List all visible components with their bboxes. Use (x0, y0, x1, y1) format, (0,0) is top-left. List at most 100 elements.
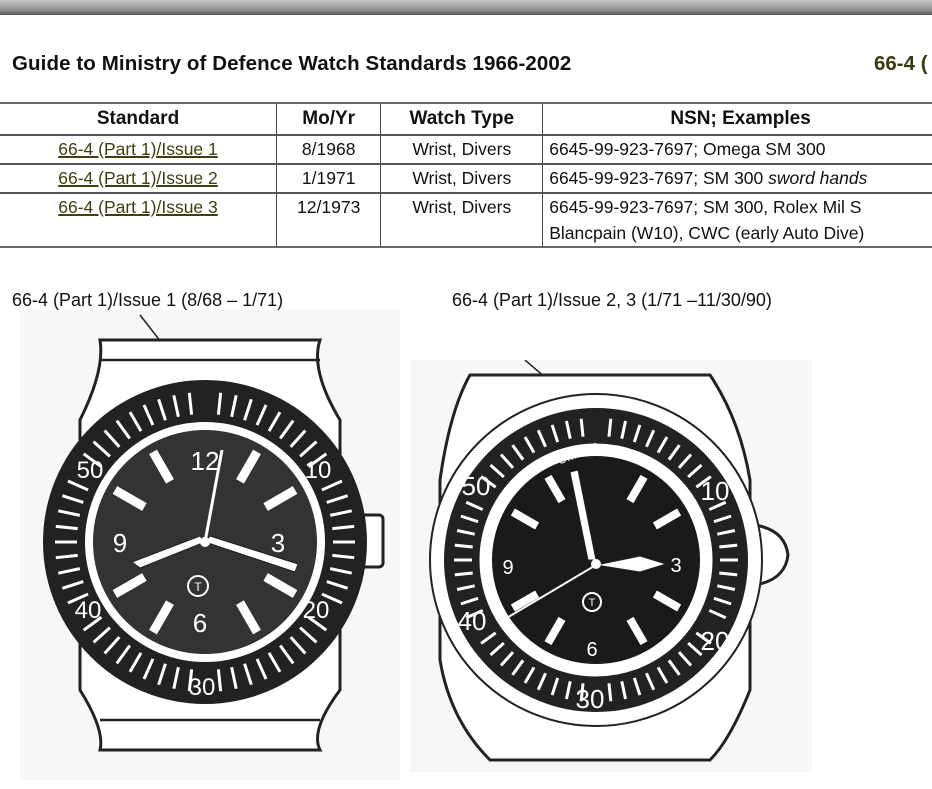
tick-mark (55, 553, 78, 560)
column-header-standard: Standard (96, 108, 180, 129)
tick-mark (103, 429, 121, 448)
tick-mark (454, 571, 473, 577)
tick-mark (279, 419, 295, 440)
tick-mark (103, 636, 121, 655)
dial-numeral-6: 6 (193, 608, 207, 638)
tick-mark (67, 592, 89, 605)
dial-numeral-3: 3 (271, 528, 285, 558)
column-header-nsn: NSN; Examples (542, 103, 932, 135)
table-row: 66-4 (Part 1)/Issue 1 8/1968 Wrist, Dive… (0, 135, 932, 164)
tick-mark (667, 659, 681, 676)
tick-mark (719, 571, 738, 577)
tick-mark (626, 616, 648, 646)
tick-mark (536, 672, 547, 691)
standard-link[interactable]: 66-4 (Part 1)/Issue 1 (58, 139, 218, 159)
tick-mark (499, 453, 515, 469)
tick-mark (695, 475, 712, 489)
nsn-text: 6645-99-923-7697; Omega SM 300 (549, 139, 826, 159)
nsn-text-line2: Blancpain (W10), CWC (early Auto Dive) (549, 223, 865, 243)
tick-mark (112, 486, 147, 511)
bezel-numeral-30: 30 (576, 684, 605, 714)
tick-mark (157, 398, 167, 421)
tick-mark (243, 398, 253, 421)
nsn-cell: 6645-99-923-7697; SM 300, Rolex Mil S Bla… (542, 193, 932, 247)
tick-mark (326, 494, 349, 504)
tick-mark (67, 479, 89, 492)
tick-mark (511, 444, 525, 461)
tick-mark (255, 658, 268, 680)
tick-mark (489, 641, 505, 657)
tick-mark (713, 596, 732, 606)
tick-mark (216, 669, 223, 692)
date-cell: 12/1973 (276, 193, 381, 247)
tick-mark (708, 609, 727, 620)
standards-table: Standard Mo/Yr Watch Type NSN; Examples … (0, 102, 932, 248)
tick-mark (652, 590, 682, 612)
tick-mark (708, 500, 727, 511)
nsn-text: 6645-99-923-7697; SM 300, Rolex Mil S (549, 197, 862, 217)
tick-mark (142, 404, 155, 426)
tick-mark (92, 626, 111, 644)
tick-mark (465, 609, 484, 620)
tick-mark (332, 524, 355, 531)
tick-mark (329, 509, 353, 517)
tick-mark (115, 419, 131, 440)
tick-mark (550, 424, 560, 443)
tick-mark (326, 580, 349, 590)
tick-mark (626, 474, 648, 504)
column-header-date: Mo/Yr (276, 103, 381, 135)
tick-mark (299, 626, 318, 644)
date-cell: 1/1971 (276, 164, 381, 193)
tick-mark (299, 440, 318, 458)
tick-mark (307, 616, 328, 632)
tick-mark (544, 474, 566, 504)
tick-mark (460, 596, 479, 606)
tick-mark (263, 486, 298, 511)
bezel-numeral-10: 10 (305, 457, 332, 484)
tick-mark (128, 652, 143, 673)
standard-link[interactable]: 66-4 (Part 1)/Issue 3 (58, 197, 218, 217)
tick-mark (329, 567, 353, 575)
tick-mark (332, 553, 355, 560)
tick-mark (267, 652, 282, 673)
tick-mark (230, 394, 238, 418)
tick-mark (142, 658, 155, 680)
tick-mark (645, 429, 656, 448)
tick-mark (57, 567, 81, 575)
minute-hand (595, 555, 668, 573)
minute-hand (204, 535, 299, 573)
tick-mark (656, 666, 669, 684)
tick-mark (157, 663, 167, 686)
tick-mark (255, 404, 268, 426)
tick-mark (112, 573, 147, 598)
broad-arrow-t-logo-icon (187, 575, 209, 597)
tick-mark (565, 420, 572, 440)
tick-mark (511, 659, 525, 676)
tick-mark (267, 411, 282, 432)
tick-mark (550, 677, 560, 696)
left-figure-caption: 66-4 (Part 1)/Issue 1 (8/68 – 1/71) (12, 290, 284, 310)
tick-mark (480, 631, 497, 645)
table-row: 66-4 (Part 1)/Issue 2 1/1971 Wrist, Dive… (0, 164, 932, 193)
tick-mark (719, 543, 738, 549)
tick-mark (656, 436, 669, 454)
dial-numeral-12: 12 (191, 446, 220, 476)
tick-mark (510, 590, 540, 612)
hour-hand (569, 469, 597, 561)
tick-mark (216, 392, 223, 415)
bezel-numeral-50: 50 (77, 457, 104, 484)
tick-mark (460, 514, 479, 524)
tick-mark (456, 584, 476, 591)
standard-link[interactable]: 66-4 (Part 1)/Issue 2 (58, 168, 218, 188)
dial-numeral-6: 6 (586, 639, 597, 661)
tick-mark (57, 509, 81, 517)
tick-mark (321, 479, 343, 492)
tick-mark (172, 394, 180, 418)
nsn-italic-text: sword hands (768, 168, 868, 188)
tick-mark (632, 677, 642, 696)
dial-numeral-9: 9 (502, 557, 513, 579)
tick-mark (716, 584, 736, 591)
tick-mark (523, 666, 536, 684)
tick-mark (454, 543, 473, 549)
nsn-text: 6645-99-923-7697; SM 300 (549, 168, 769, 188)
